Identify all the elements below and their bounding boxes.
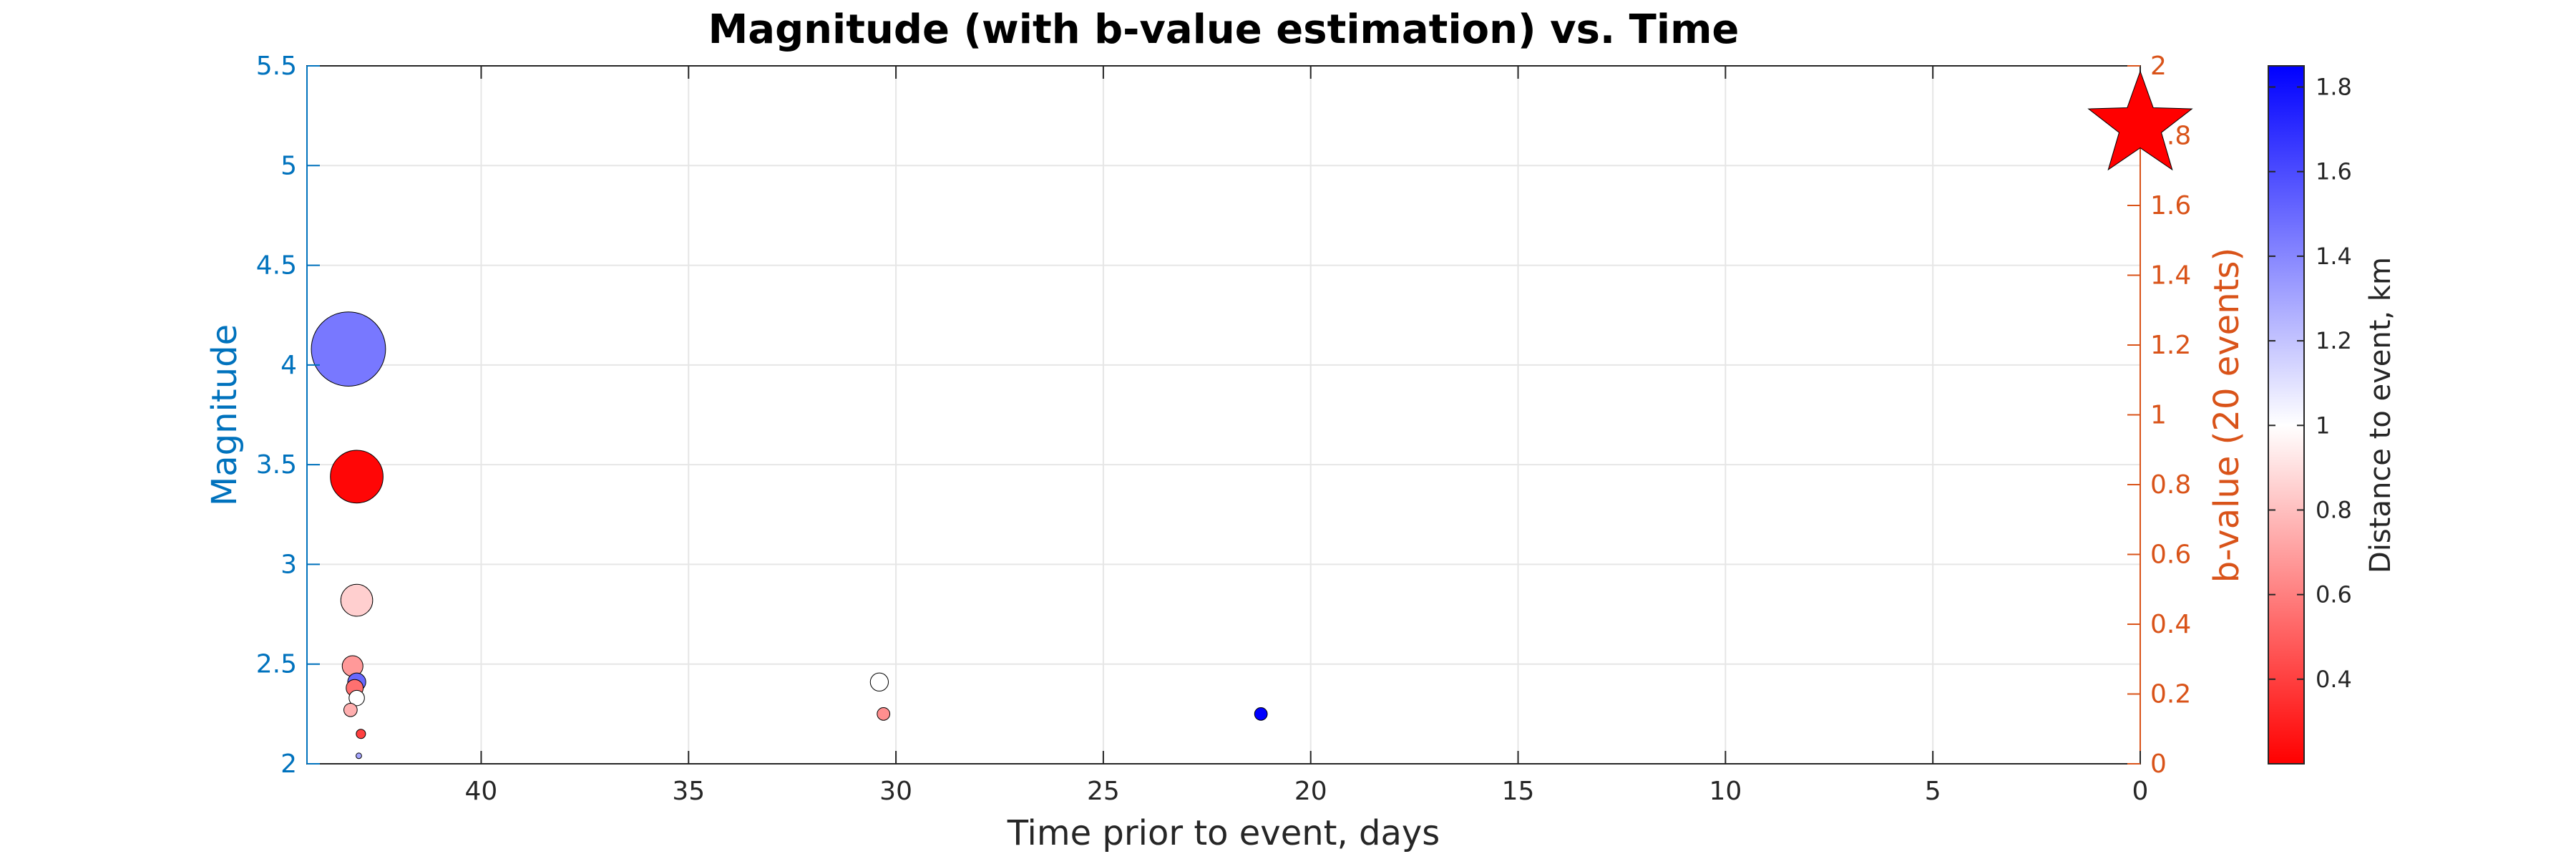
event-point: [311, 311, 386, 387]
x-tick-label: 10: [1709, 777, 1742, 806]
y-axis-label-left: Magnitude: [205, 324, 245, 506]
colorbar-label: Distance to event, km: [2364, 257, 2397, 573]
event-point: [356, 752, 362, 759]
mainshock-layer: [2087, 70, 2193, 171]
colorbar-tick-label: 1.8: [2316, 74, 2352, 101]
event-point: [348, 689, 365, 707]
colorbar-tick-label: 0.4: [2316, 666, 2352, 693]
x-tick-label: 40: [465, 777, 498, 806]
colorbar-tick-label: 1.2: [2316, 327, 2352, 354]
x-tick-label: 15: [1502, 777, 1535, 806]
y-left-tick-label: 5: [280, 151, 297, 180]
y-right-tick-label: 1: [2150, 401, 2167, 430]
y-axis-label-right: b-value (20 events): [2207, 248, 2247, 583]
y-right-tick-label: 1.6: [2150, 191, 2191, 220]
colorbar-tick-label: 1.4: [2316, 243, 2352, 270]
colorbar-tick-label: 1: [2316, 412, 2330, 439]
x-tick-label: 30: [879, 777, 912, 806]
y-right-tick-label: 2: [2150, 52, 2167, 81]
event-point: [1254, 707, 1268, 721]
plot-background: [307, 66, 2140, 764]
colorbar-tick-label: 0.8: [2316, 496, 2352, 523]
y-right-tick-label: 0.2: [2150, 680, 2191, 709]
axis-ticks: 40 35 30 25 20 15 10 5 0 2 2.5 3 3.5 4 4.5 5 5.5 0 0.2 0.4 0…: [256, 52, 2192, 806]
y-right-tick-label: 0.4: [2150, 610, 2191, 639]
chart-title: Magnitude (with b-value estimation) vs. …: [708, 6, 1740, 53]
y-left-tick-label: 4.5: [256, 251, 297, 281]
grid: [307, 66, 2140, 764]
y-left-tick-label: 5.5: [256, 52, 297, 81]
event-point: [330, 450, 384, 504]
mainshock-star: [2087, 70, 2193, 171]
event-point: [343, 702, 358, 717]
colorbar-tick-label: 1.6: [2316, 158, 2352, 185]
x-axis-label: Time prior to event, days: [1007, 813, 1440, 853]
y-left-tick-label: 3.5: [256, 450, 297, 480]
x-tick-label: 5: [1925, 777, 1941, 806]
y-right-tick-label: 0.6: [2150, 540, 2191, 570]
y-right-tick-label: 1.2: [2150, 331, 2191, 360]
x-tick-label: 25: [1087, 777, 1120, 806]
x-tick-label: 20: [1294, 777, 1327, 806]
y-left-tick-label: 3: [280, 550, 297, 579]
y-right-tick-label: 0: [2150, 749, 2167, 779]
y-left-tick-label: 4: [280, 351, 297, 380]
y-right-tick-label: 1.4: [2150, 261, 2191, 291]
y-right-tick-label: 0.8: [2150, 470, 2191, 500]
y-left-tick-label: 2.5: [256, 650, 297, 679]
event-point: [340, 583, 374, 617]
event-point: [869, 672, 889, 691]
x-tick-label: 0: [2132, 777, 2149, 806]
y-left-tick-label: 2: [280, 749, 297, 779]
data-points: [311, 311, 1268, 759]
colorbar-ticks: 0.4 0.6 0.8 1 1.2 1.4 1.6 1.8: [2268, 74, 2352, 693]
event-point: [356, 729, 366, 739]
event-point: [877, 707, 891, 721]
colorbar: [2268, 65, 2305, 765]
x-tick-label: 35: [672, 777, 705, 806]
colorbar-tick-label: 0.6: [2316, 581, 2352, 608]
